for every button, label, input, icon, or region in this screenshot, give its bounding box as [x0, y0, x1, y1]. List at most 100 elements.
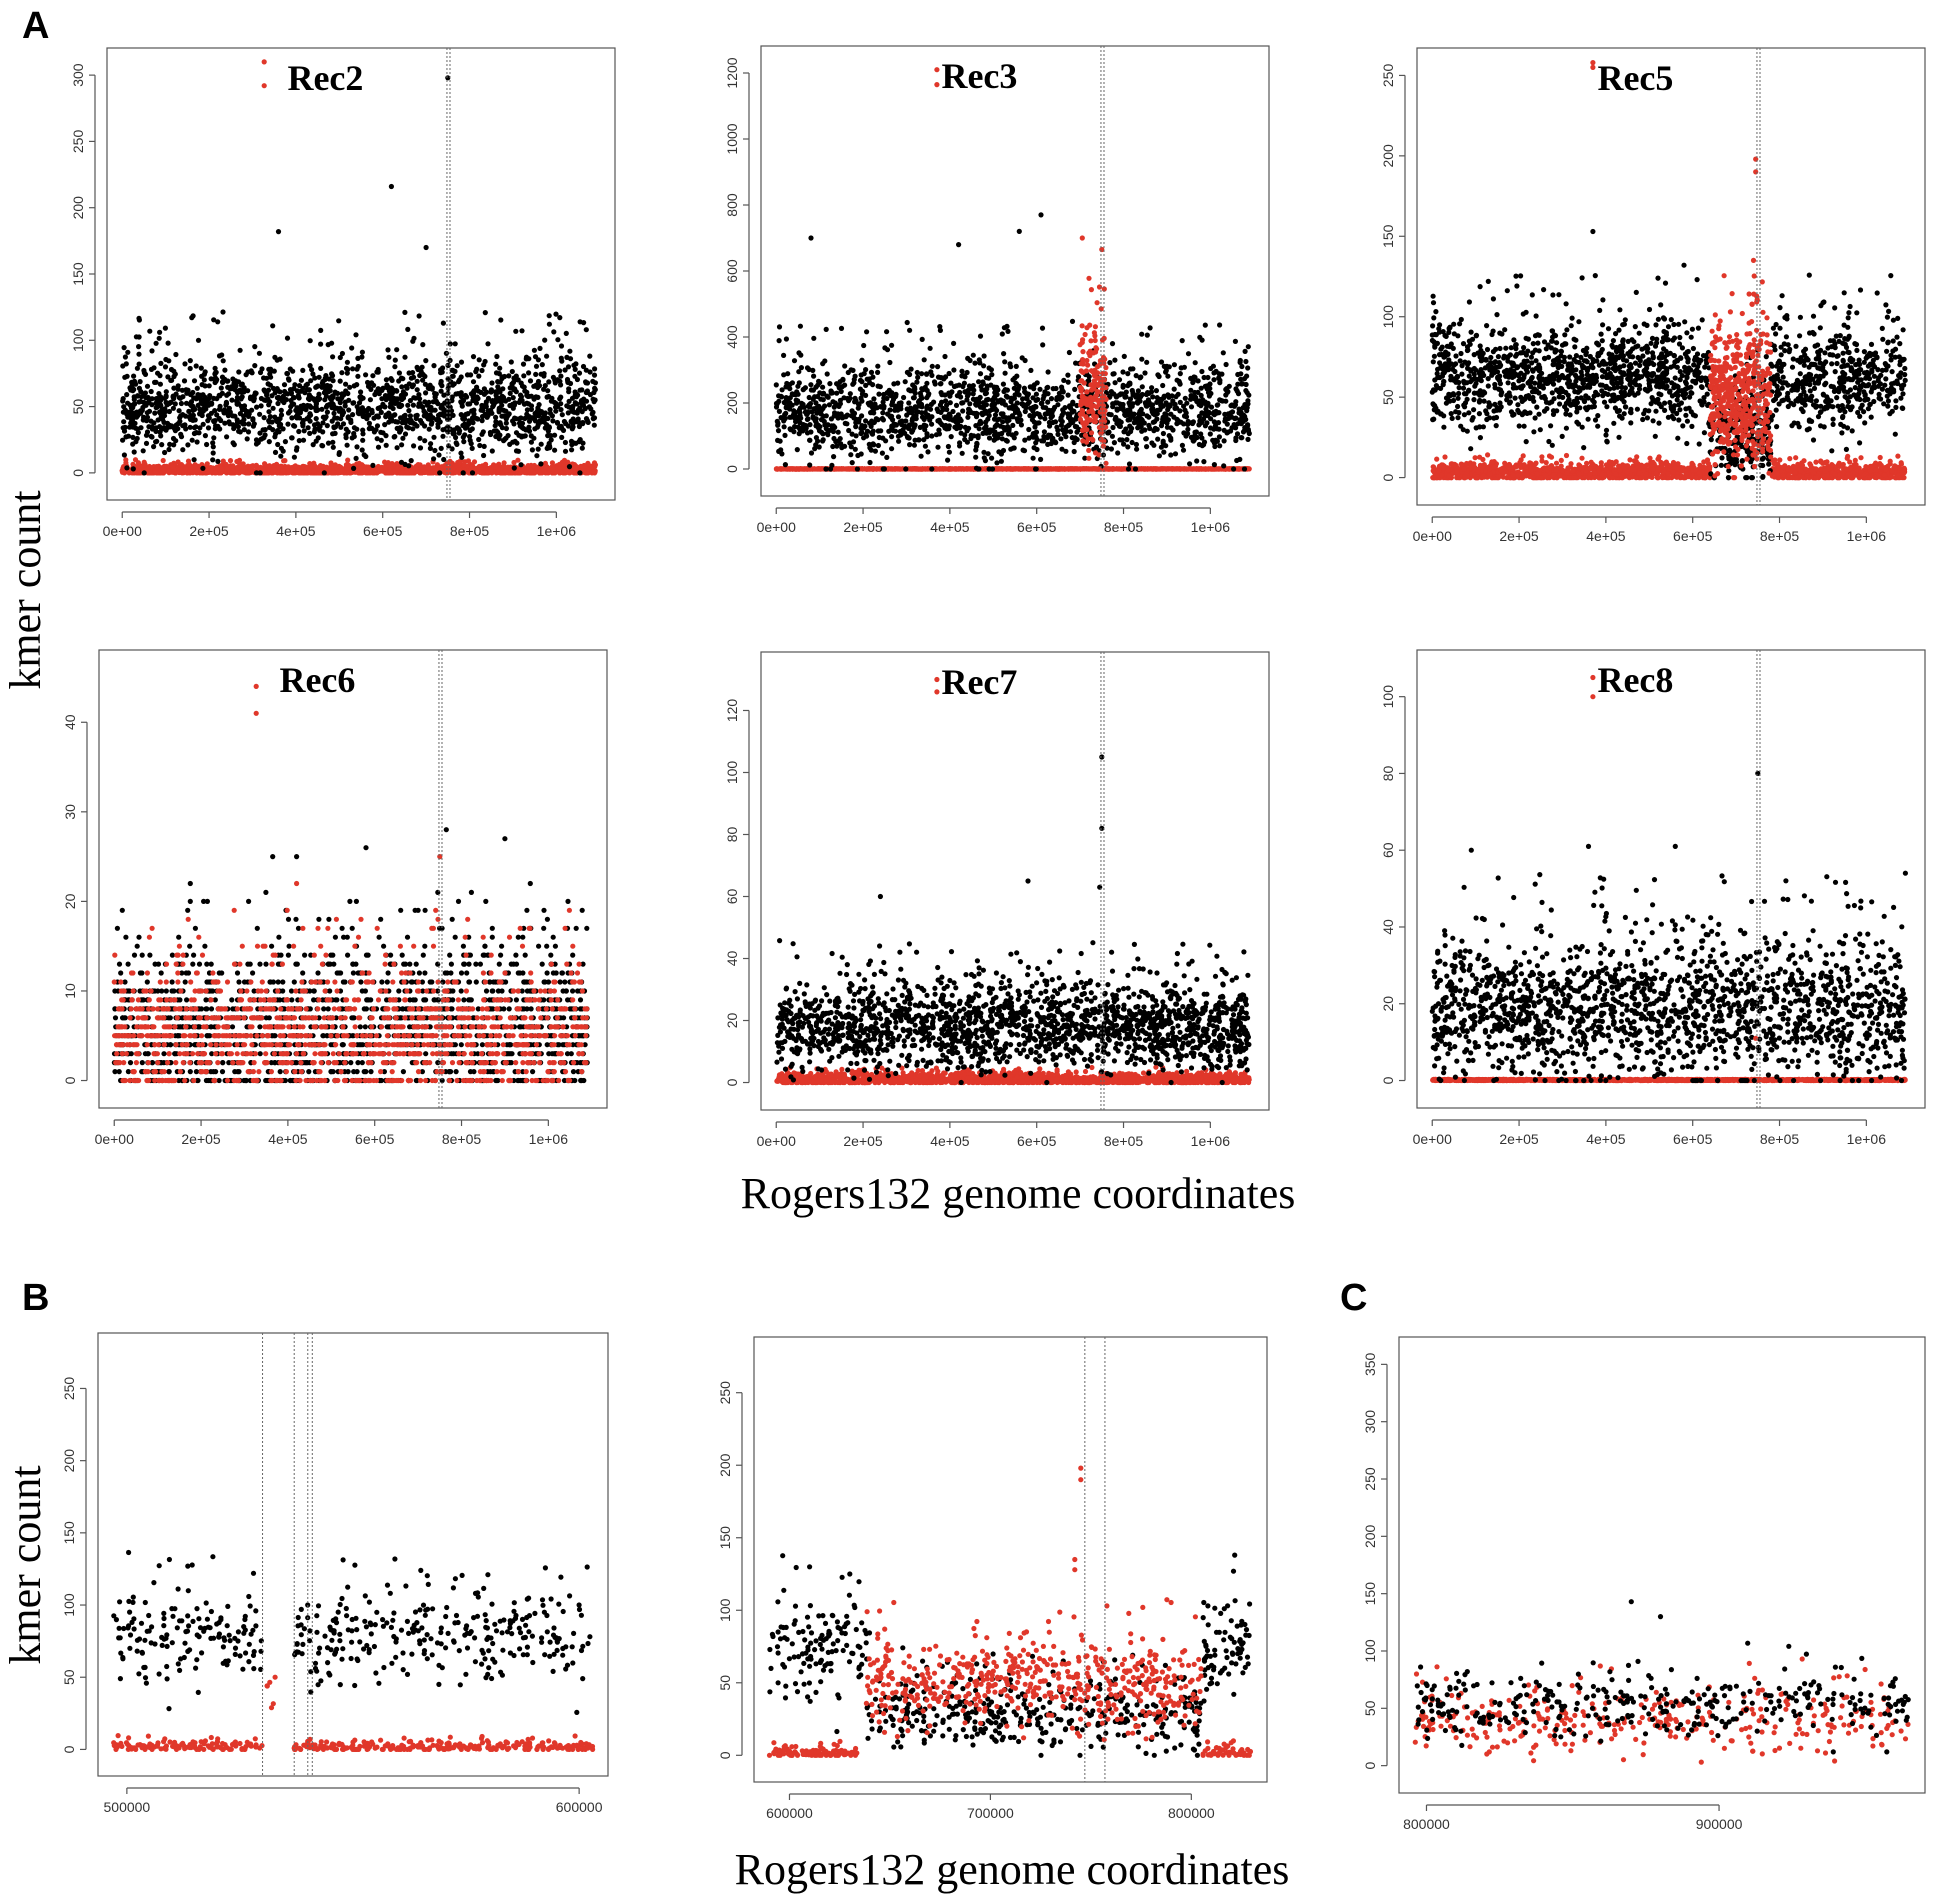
red-point [1109, 466, 1116, 472]
black-point [267, 414, 273, 420]
red-point [556, 461, 563, 467]
black-point [498, 422, 504, 428]
x-tick-label: 4e+05 [930, 519, 970, 535]
black-point [438, 370, 444, 376]
black-point [538, 461, 544, 467]
black-point [275, 441, 281, 448]
black-point [263, 397, 269, 403]
red-point [426, 465, 432, 471]
red-point [1197, 466, 1203, 472]
black-point [476, 357, 482, 363]
black-point [360, 427, 366, 433]
black-point [149, 348, 155, 354]
black-point [453, 391, 459, 397]
black-point [267, 382, 273, 388]
black-point [367, 425, 373, 431]
black-point [439, 411, 445, 417]
black-point [552, 447, 558, 453]
black-point [482, 358, 488, 365]
black-point [378, 429, 384, 435]
black-point [141, 414, 147, 420]
black-point [436, 452, 442, 458]
black-point [340, 421, 347, 427]
black-point [286, 377, 292, 383]
black-point [256, 350, 262, 356]
black-point [323, 404, 329, 410]
black-point [245, 409, 251, 415]
black-point [572, 366, 578, 372]
red-point [132, 457, 139, 463]
red-point [515, 457, 521, 463]
red-point [863, 466, 869, 472]
black-point [307, 363, 313, 369]
red-point [403, 470, 410, 476]
black-point [330, 378, 336, 384]
black-point [489, 448, 495, 454]
black-point [558, 355, 564, 361]
black-point [202, 394, 208, 400]
black-point [513, 448, 520, 454]
red-point [1170, 466, 1176, 472]
red-point [301, 470, 307, 476]
red-point [339, 468, 345, 474]
red-point [1009, 466, 1015, 472]
red-point [312, 463, 318, 469]
black-point [206, 383, 212, 389]
black-point [210, 457, 216, 463]
x-tick-label: 0e+00 [757, 519, 797, 535]
black-outlier-point [423, 244, 429, 251]
black-point [544, 394, 550, 400]
black-point [383, 377, 389, 383]
panel-letter-c: C [1340, 1277, 1367, 1319]
black-point [176, 408, 182, 414]
black-point [419, 404, 425, 410]
red-point [773, 466, 780, 472]
black-point [405, 402, 411, 408]
black-point [546, 443, 553, 449]
black-point [162, 364, 169, 370]
black-point [467, 437, 473, 443]
black-point [406, 463, 412, 469]
black-point [497, 389, 503, 395]
red-point [213, 466, 219, 472]
black-point [392, 433, 398, 440]
black-point [142, 371, 149, 377]
black-point [400, 417, 406, 423]
black-point [579, 445, 585, 451]
black-point [372, 391, 378, 398]
red-point [234, 465, 240, 471]
black-point [171, 394, 177, 400]
black-point [503, 420, 509, 426]
black-point [400, 389, 406, 395]
black-point [197, 392, 203, 398]
black-point [493, 419, 499, 425]
y-tick-label: 50 [70, 399, 86, 415]
black-point [310, 442, 316, 448]
black-point [426, 399, 432, 405]
black-point [544, 353, 550, 359]
black-point [499, 393, 505, 399]
black-point [319, 406, 325, 412]
black-point [553, 408, 559, 414]
black-point [303, 382, 309, 388]
black-point [339, 350, 345, 357]
chart-rec2: 0e+00 2e+05 4e+05 6e+05 8e+05 1e+060501001502… [70, 47, 616, 539]
black-point [356, 411, 362, 417]
black-point [244, 436, 250, 442]
black-point [345, 366, 351, 372]
black-point [393, 397, 399, 403]
black-point [272, 354, 278, 360]
black-point [338, 416, 344, 422]
black-point [359, 406, 365, 412]
black-point [190, 417, 196, 423]
black-point [222, 367, 228, 373]
black-point [378, 437, 384, 443]
black-point [441, 392, 447, 398]
red-point [170, 464, 176, 470]
black-point [577, 319, 583, 325]
red-point [923, 466, 929, 472]
black-point [573, 394, 580, 400]
black-point [226, 391, 232, 397]
black-point [583, 389, 589, 396]
black-point [458, 394, 464, 400]
